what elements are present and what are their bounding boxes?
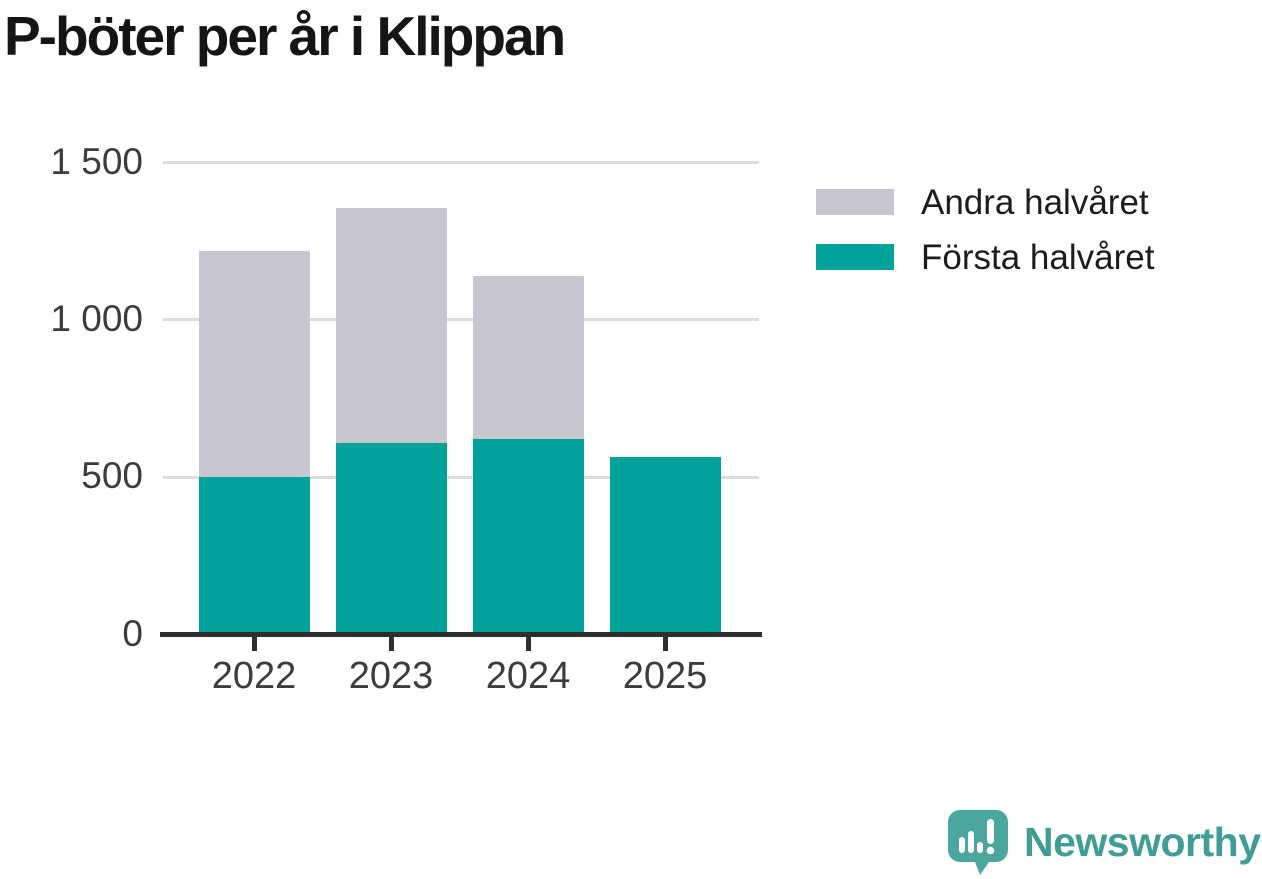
y-axis-label-1000: 1 000 <box>50 297 143 339</box>
brand-footer: Newsworthy <box>946 808 1261 876</box>
x-tick-2025 <box>662 637 668 651</box>
bar-segment-2023-första <box>335 442 447 635</box>
x-tick-2023 <box>388 637 394 651</box>
gridline-1500 <box>163 161 759 164</box>
x-axis-label-2025: 2025 <box>622 655 708 697</box>
x-axis-line <box>160 632 762 637</box>
legend-swatch <box>816 244 894 270</box>
y-axis-label-0: 0 <box>122 612 143 654</box>
bar-segment-2022-första <box>198 477 310 635</box>
legend-swatch <box>816 189 894 215</box>
newsworthy-logo-icon <box>948 810 1008 875</box>
chart-title: P-böter per år i Klippan <box>4 5 566 67</box>
logo-bubble <box>948 810 1008 875</box>
x-axis-label-2022: 2022 <box>211 655 297 697</box>
bar-segment-2024-första <box>472 439 584 635</box>
gridline-500 <box>163 475 759 479</box>
x-tick-2022 <box>251 637 257 651</box>
y-axis-label-500: 500 <box>81 455 143 497</box>
y-axis-label-1500: 1 500 <box>50 140 143 182</box>
bar-segment-2023-andra <box>335 208 447 443</box>
legend-item: Andra halvåret <box>816 185 1154 220</box>
x-tick-2024 <box>525 637 531 651</box>
x-axis-label-2023: 2023 <box>348 655 434 697</box>
x-axis-label-2024: 2024 <box>485 655 571 697</box>
bar-segment-2024-andra <box>472 275 584 440</box>
legend: Andra halvåret Första halvåret <box>816 185 1154 275</box>
legend-label: Första halvåret <box>921 237 1155 277</box>
bar-segment-2025-första <box>609 456 721 635</box>
gridline-1000 <box>163 318 759 322</box>
legend-label: Andra halvåret <box>921 182 1149 222</box>
bar-segment-2022-andra <box>198 250 310 478</box>
legend-item: Första halvåret <box>816 240 1154 275</box>
brand-name: Newsworthy <box>1024 818 1261 865</box>
